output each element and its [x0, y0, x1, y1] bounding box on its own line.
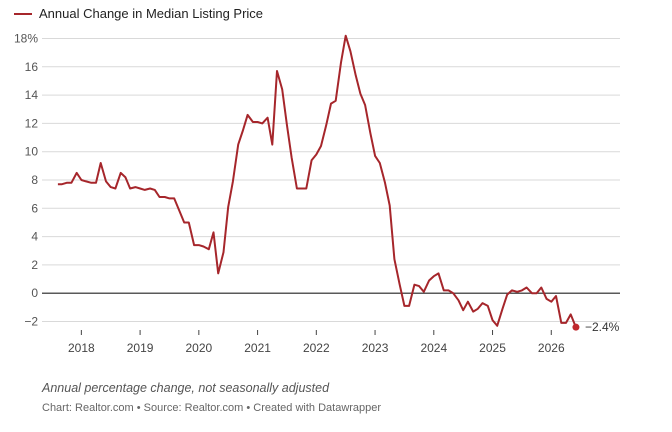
y-tick-label: 4 [31, 230, 38, 244]
y-tick-label: 0 [31, 286, 38, 300]
y-tick-label: 18% [14, 31, 38, 45]
x-tick-label: 2023 [362, 341, 389, 355]
legend-swatch [14, 12, 32, 15]
y-tick-label: 14 [25, 88, 39, 102]
x-tick-label: 2025 [479, 341, 506, 355]
x-tick-label: 2022 [303, 341, 330, 355]
x-tick-label: 2020 [185, 341, 212, 355]
series-line [57, 34, 577, 328]
y-tick-label: −2 [24, 315, 38, 329]
x-tick-label: 2019 [127, 341, 154, 355]
legend-label: Annual Change in Median Listing Price [39, 6, 264, 21]
y-tick-label: 16 [25, 60, 39, 74]
x-tick-label: 2021 [244, 341, 271, 355]
end-point [572, 323, 580, 331]
x-tick-label: 2026 [538, 341, 565, 355]
y-tick-label: 8 [31, 173, 38, 187]
y-tick-label: 12 [25, 116, 39, 130]
x-tick-label: 2018 [68, 341, 95, 355]
grid-lines [42, 37, 620, 323]
chart-legend: Annual Change in Median Listing Price [14, 6, 263, 21]
end-value-label: −2.4% [585, 320, 620, 334]
chart-note: Annual percentage change, not seasonally… [42, 381, 330, 395]
y-tick-label: 2 [31, 258, 38, 272]
x-axis-ticks: 2018 2019 2020 2021 2022 2023 2024 2025 2026 [68, 330, 565, 355]
series-layer: −2.4% [57, 34, 620, 334]
x-tick-label: 2024 [420, 341, 447, 355]
chart-credit: Chart: Realtor.com • Source: Realtor.com… [42, 402, 382, 414]
y-tick-label: 10 [25, 145, 39, 159]
y-tick-label: 6 [31, 201, 38, 215]
y-axis-ticks: −2 0 2 4 6 8 10 12 14 16 18% [14, 31, 38, 328]
